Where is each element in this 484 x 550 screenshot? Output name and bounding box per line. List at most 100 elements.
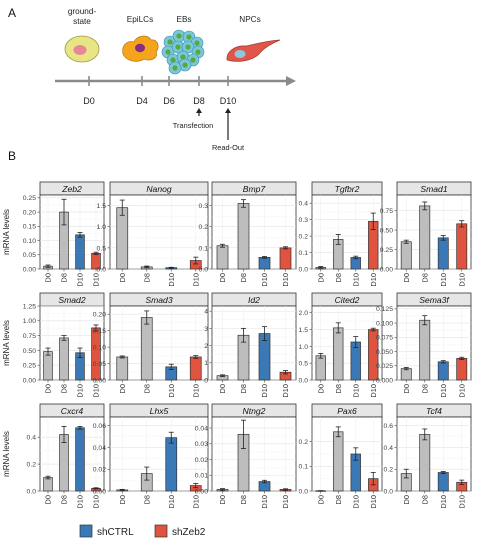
y-tick-label: 0.25 <box>23 195 36 202</box>
bar <box>419 205 431 270</box>
bar <box>333 431 344 492</box>
error-bar <box>370 212 376 230</box>
error-bar <box>193 256 199 265</box>
day-label: D0 <box>83 96 95 106</box>
x-tick-label: D0 <box>118 273 127 282</box>
facet-nanog: Nanog 0.0 0.5 1.0 1.5 D0 D8 D10 D10 <box>97 181 209 287</box>
error-bar <box>119 355 125 359</box>
y-tick-label: 0.0 <box>299 488 309 495</box>
bar <box>237 203 250 270</box>
error-bar <box>241 199 246 208</box>
facet-title: Smad1 <box>420 184 447 194</box>
bar <box>419 319 431 381</box>
error-bar <box>144 265 150 269</box>
x-tick-label: D8 <box>60 273 69 282</box>
panel-a-letter: A <box>8 6 16 20</box>
facet-title: Cited2 <box>335 295 360 305</box>
y-tick-label: 0.0 <box>97 266 107 273</box>
y-tick-label: 0.15 <box>23 224 36 231</box>
y-tick-label: 0.3 <box>199 203 209 210</box>
facet-title: Pax6 <box>337 406 357 416</box>
error-bar <box>283 246 288 250</box>
y-tick-label: 0.0 <box>299 266 309 273</box>
facet-pax6: Pax6 0.0 0.1 0.2 D0 D8 D10 D10 <box>299 403 383 509</box>
x-tick-label: D0 <box>316 273 325 282</box>
error-bar <box>459 479 465 485</box>
bar <box>437 237 449 270</box>
stage-label: EpiLCs <box>127 15 153 24</box>
bar <box>91 327 101 381</box>
error-bar <box>459 356 465 360</box>
y-axis-labels: mRNA levels mRNA levels mRNA levels <box>2 209 11 477</box>
y-tick-label: 0.06 <box>93 423 106 430</box>
error-bar <box>119 488 125 491</box>
x-tick-label: D10 <box>191 495 200 509</box>
x-tick-label: D0 <box>118 495 127 504</box>
bar <box>216 245 229 270</box>
x-tick-label: D10 <box>281 273 290 287</box>
legend-label: shCTRL <box>97 527 134 538</box>
error-bar <box>459 220 465 228</box>
x-tick-label: D10 <box>167 495 176 509</box>
error-bar <box>45 475 51 480</box>
error-bar <box>144 466 150 481</box>
y-tick-label: 0.00 <box>23 266 36 273</box>
x-tick-label: D8 <box>239 495 248 504</box>
y-tick-label: 0.00 <box>93 488 106 495</box>
facet-title: Tgfbr2 <box>335 184 360 194</box>
bar <box>279 247 292 270</box>
y-tick-label: 0.04 <box>195 425 208 432</box>
y-axis-label: mRNA levels <box>2 209 11 255</box>
error-bar <box>283 370 288 375</box>
legend-label: shZeb2 <box>172 527 206 538</box>
error-bar <box>262 479 267 484</box>
error-bar <box>335 426 341 438</box>
error-bar <box>353 255 359 260</box>
x-tick-label: D0 <box>218 384 227 393</box>
x-tick-label: D10 <box>191 384 200 398</box>
facet-tcf4: Tcf4 0.0 0.2 0.4 0.6 D0 D8 D10 D10 <box>384 403 472 509</box>
y-tick-label: 0.125 <box>376 306 393 313</box>
x-tick-label: D10 <box>260 495 269 509</box>
y-tick-label: 1.0 <box>97 224 107 231</box>
facet-cited2: Cited2 0.0 0.5 1.0 1.5 2.0 D0 D8 D10 D10 <box>299 292 383 398</box>
timeline-schematic: D0 D4 D6 D8 D10 ground-state EpiLCs EBs NPCs Tran… <box>55 7 296 152</box>
y-tick-label: 0.0 <box>199 266 209 273</box>
facet-title: Zeb2 <box>61 184 82 194</box>
x-tick-label: D10 <box>281 495 290 509</box>
x-tick-label: D10 <box>351 495 360 509</box>
y-tick-label: 0.5 <box>299 361 309 368</box>
error-bar <box>61 198 67 226</box>
y-tick-label: 2 <box>204 343 208 350</box>
x-tick-label: D0 <box>316 384 325 393</box>
facet-panel <box>211 416 297 492</box>
y-tick-label: 0.4 <box>384 445 394 452</box>
facet-smad1: Smad1 0.00 0.25 0.50 0.75 D0 D8 D10 D10 <box>380 181 472 287</box>
x-tick-label: D8 <box>142 273 151 282</box>
y-tick-label: 0.4 <box>299 201 309 208</box>
facet-title: Nanog <box>146 184 172 194</box>
bar <box>165 437 178 492</box>
x-tick-label: D10 <box>76 495 85 509</box>
error-bar <box>440 471 446 474</box>
y-tick-label: 0.0 <box>27 488 37 495</box>
day-label: D8 <box>193 96 205 106</box>
y-tick-label: 3 <box>204 326 208 333</box>
epilc-cell-icon <box>122 35 159 62</box>
x-tick-label: D10 <box>260 273 269 287</box>
error-bar <box>93 487 99 490</box>
y-tick-label: 0.50 <box>380 227 393 234</box>
timeline-arrowhead-icon <box>286 76 296 86</box>
error-bar <box>144 310 150 325</box>
y-tick-label: 0.75 <box>23 333 36 340</box>
legend-item: shCTRL <box>79 524 134 538</box>
y-tick-label: 0.00 <box>195 488 208 495</box>
error-bar <box>193 355 199 359</box>
x-tick-label: D0 <box>44 384 53 393</box>
up-arrow-icon <box>225 108 231 113</box>
x-tick-label: D0 <box>44 495 53 504</box>
bar <box>59 337 69 381</box>
bar <box>400 368 412 381</box>
stage-label: NPCs <box>239 15 260 24</box>
